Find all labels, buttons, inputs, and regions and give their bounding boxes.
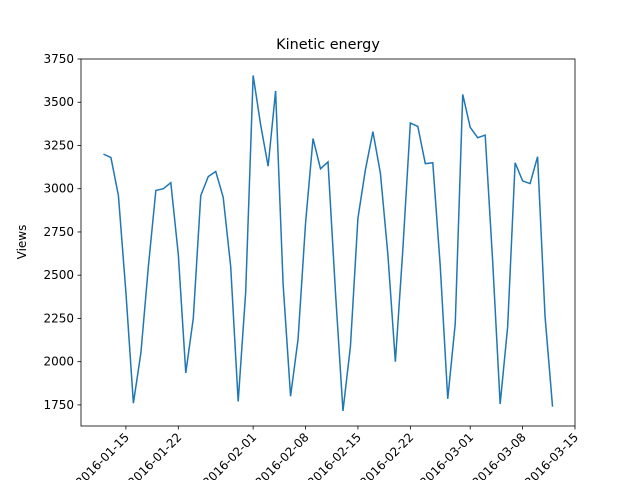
chart-title: Kinetic energy bbox=[276, 37, 380, 53]
x-tick-label: 2016-02-22 bbox=[357, 430, 416, 480]
y-tick-label: 3750 bbox=[43, 52, 74, 66]
y-tick-label: 2750 bbox=[43, 225, 74, 239]
data-line bbox=[103, 75, 554, 412]
y-tick-label: 3250 bbox=[43, 138, 74, 152]
x-tick-label: 2016-01-15 bbox=[73, 430, 132, 480]
y-tick-label: 2250 bbox=[43, 311, 74, 325]
y-tick-label: 3000 bbox=[43, 182, 74, 196]
x-tick-label: 2016-02-08 bbox=[252, 430, 311, 480]
x-tick-label: 2016-03-08 bbox=[470, 430, 529, 480]
x-tick-label: 2016-01-22 bbox=[125, 430, 184, 480]
y-tick-label: 2000 bbox=[43, 355, 74, 369]
y-tick-label: 1750 bbox=[43, 398, 74, 412]
x-tick-label: 2016-03-15 bbox=[522, 430, 581, 480]
y-axis-label: Views bbox=[15, 225, 29, 260]
x-tick-label: 2016-02-01 bbox=[200, 430, 259, 480]
plot-frame bbox=[80, 58, 576, 427]
x-tick-label: 2016-03-01 bbox=[417, 430, 476, 480]
y-tick-label: 3500 bbox=[43, 95, 74, 109]
y-tick-label: 2500 bbox=[43, 268, 74, 282]
x-tick-label: 2016-02-15 bbox=[305, 430, 364, 480]
